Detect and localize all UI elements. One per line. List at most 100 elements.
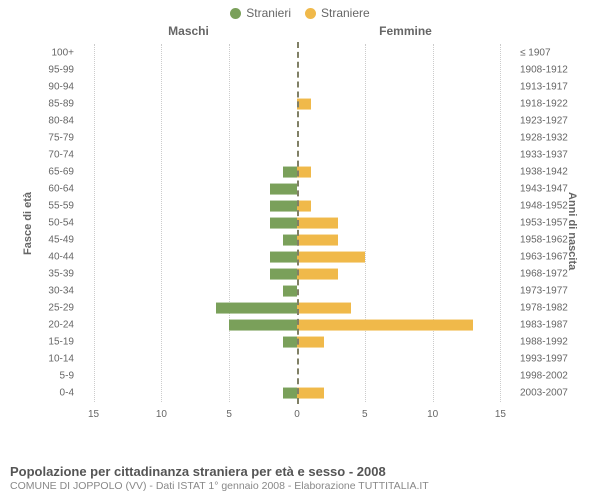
age-label: 50-54 xyxy=(26,217,80,228)
x-tick: 5 xyxy=(226,409,232,420)
bar-female xyxy=(297,200,311,211)
birth-year-label: 1908-1912 xyxy=(514,64,578,75)
bar-female-wrap xyxy=(297,98,311,109)
bar-male xyxy=(283,388,297,399)
bar-female-wrap xyxy=(297,337,324,348)
legend-label-male: Stranieri xyxy=(246,6,291,20)
age-label: 55-59 xyxy=(26,200,80,211)
legend-item-male: Stranieri xyxy=(230,6,291,20)
birth-year-label: 2003-2007 xyxy=(514,388,578,399)
birth-year-label: 1948-1952 xyxy=(514,200,578,211)
age-label: 45-49 xyxy=(26,235,80,246)
birth-year-label: 1933-1937 xyxy=(514,149,578,160)
bar-male-wrap xyxy=(283,388,297,399)
bar-male-wrap xyxy=(270,269,297,280)
bar-male-wrap xyxy=(270,252,297,263)
bar-female-wrap xyxy=(297,200,311,211)
bar-female xyxy=(297,235,338,246)
age-label: 100+ xyxy=(26,47,80,58)
bar-male-wrap xyxy=(283,286,297,297)
bar-female-wrap xyxy=(297,320,473,331)
birth-year-label: 1998-2002 xyxy=(514,371,578,382)
bar-male xyxy=(270,218,297,229)
birth-year-label: 1928-1932 xyxy=(514,132,578,143)
legend: Stranieri Straniere xyxy=(0,0,600,22)
x-tick: 0 xyxy=(294,409,300,420)
bar-female xyxy=(297,166,311,177)
bar-male xyxy=(283,166,297,177)
x-tick: 10 xyxy=(156,409,167,420)
birth-year-label: 1963-1967 xyxy=(514,252,578,263)
age-label: 60-64 xyxy=(26,183,80,194)
birth-year-label: 1973-1977 xyxy=(514,286,578,297)
bar-female xyxy=(297,269,338,280)
age-label: 40-44 xyxy=(26,252,80,263)
bar-male-wrap xyxy=(270,200,297,211)
bar-female-wrap xyxy=(297,235,338,246)
bar-male-wrap xyxy=(283,235,297,246)
age-label: 35-39 xyxy=(26,269,80,280)
birth-year-label: 1988-1992 xyxy=(514,337,578,348)
bar-female-wrap xyxy=(297,388,324,399)
bar-male xyxy=(270,252,297,263)
bar-female xyxy=(297,218,338,229)
age-label: 25-29 xyxy=(26,303,80,314)
birth-year-label: 1983-1987 xyxy=(514,320,578,331)
bar-male-wrap xyxy=(270,218,297,229)
legend-item-female: Straniere xyxy=(305,6,370,20)
birth-year-label: 1958-1962 xyxy=(514,235,578,246)
birth-year-label: 1923-1927 xyxy=(514,115,578,126)
legend-swatch-male xyxy=(230,8,241,19)
bar-male xyxy=(283,286,297,297)
x-tick: 15 xyxy=(88,409,99,420)
birth-year-label: 1938-1942 xyxy=(514,166,578,177)
bar-female-wrap xyxy=(297,269,338,280)
bar-male xyxy=(283,337,297,348)
bar-male xyxy=(229,320,297,331)
bar-male-wrap xyxy=(229,320,297,331)
age-label: 10-14 xyxy=(26,354,80,365)
bar-female-wrap xyxy=(297,218,338,229)
birth-year-label: ≤ 1907 xyxy=(514,47,578,58)
birth-year-label: 1918-1922 xyxy=(514,98,578,109)
bar-male-wrap xyxy=(270,183,297,194)
bar-male-wrap xyxy=(283,166,297,177)
bar-female xyxy=(297,98,311,109)
age-label: 70-74 xyxy=(26,149,80,160)
bar-female xyxy=(297,252,365,263)
age-label: 80-84 xyxy=(26,115,80,126)
population-pyramid-chart: Maschi Femmine Fasce di età Anni di nasc… xyxy=(20,22,580,430)
bar-female-wrap xyxy=(297,166,311,177)
chart-title: Popolazione per cittadinanza straniera p… xyxy=(10,464,590,479)
birth-year-label: 1968-1972 xyxy=(514,269,578,280)
age-label: 85-89 xyxy=(26,98,80,109)
age-label: 20-24 xyxy=(26,320,80,331)
age-label: 65-69 xyxy=(26,166,80,177)
legend-label-female: Straniere xyxy=(321,6,370,20)
bar-male xyxy=(270,200,297,211)
birth-year-label: 1953-1957 xyxy=(514,217,578,228)
x-tick: 10 xyxy=(427,409,438,420)
age-label: 5-9 xyxy=(26,371,80,382)
bar-male xyxy=(283,235,297,246)
bar-female-wrap xyxy=(297,252,365,263)
birth-year-label: 1913-1917 xyxy=(514,81,578,92)
age-label: 15-19 xyxy=(26,337,80,348)
age-label: 90-94 xyxy=(26,81,80,92)
bar-female xyxy=(297,303,351,314)
age-label: 95-99 xyxy=(26,64,80,75)
legend-swatch-female xyxy=(305,8,316,19)
chart-headers: Maschi Femmine xyxy=(80,24,514,38)
chart-subtitle: COMUNE DI JOPPOLO (VV) - Dati ISTAT 1° g… xyxy=(10,480,590,492)
bar-female xyxy=(297,337,324,348)
bar-female-wrap xyxy=(297,303,351,314)
header-male: Maschi xyxy=(80,24,297,38)
bar-female xyxy=(297,388,324,399)
birth-year-label: 1943-1947 xyxy=(514,183,578,194)
bar-male xyxy=(270,269,297,280)
header-female: Femmine xyxy=(297,24,514,38)
bar-male-wrap xyxy=(283,337,297,348)
x-tick: 5 xyxy=(362,409,368,420)
bar-male xyxy=(216,303,297,314)
bar-female xyxy=(297,320,473,331)
